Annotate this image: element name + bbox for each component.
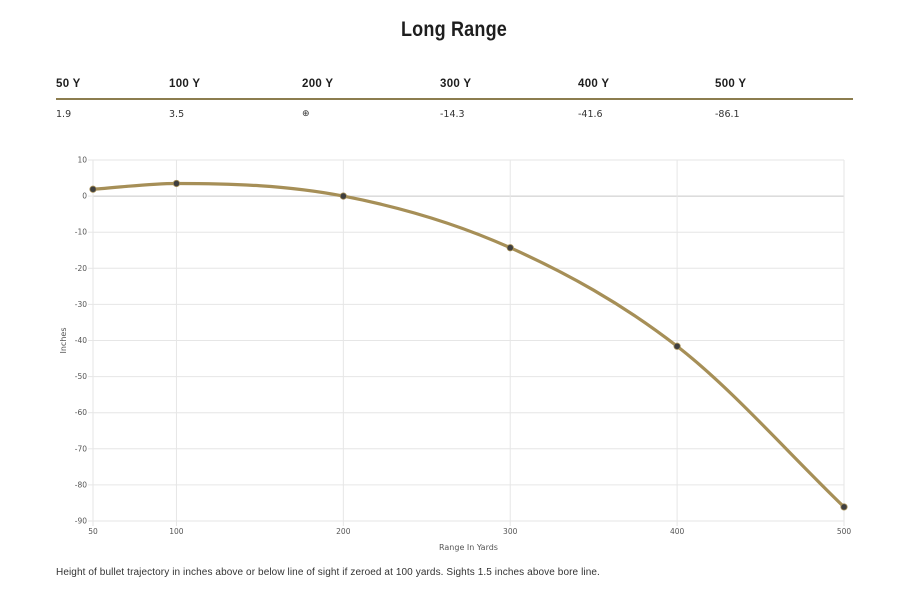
- x-axis-title: Range In Yards: [439, 543, 498, 552]
- trajectory-table: 50 Y 100 Y 200 Y 300 Y 400 Y 500 Y 1.9 3…: [56, 76, 853, 126]
- table-row: 1.9 3.5 ⊕ -14.3 -41.6 -86.1: [56, 100, 853, 126]
- table-cell-100y: 3.5: [169, 109, 185, 120]
- x-tick-label: 50: [88, 527, 98, 536]
- chart-title: Long Range: [400, 18, 508, 41]
- data-point: [840, 503, 848, 511]
- data-point: [89, 185, 97, 193]
- y-tick-label: -80: [75, 480, 87, 489]
- table-cell-50y: 1.9: [56, 109, 72, 120]
- y-tick-label: 0: [82, 192, 87, 201]
- chart-caption: Height of bullet trajectory in inches ab…: [56, 567, 600, 578]
- table-header-500y: 500 Y: [715, 78, 747, 90]
- x-tick-label: 300: [503, 527, 518, 536]
- data-point: [506, 244, 514, 252]
- table-cell-500y: -86.1: [715, 109, 740, 120]
- y-tick-label: -50: [75, 372, 87, 381]
- y-tick-label: 10: [77, 156, 87, 165]
- table-header-300y: 300 Y: [440, 78, 472, 90]
- x-tick-label: 100: [169, 527, 184, 536]
- x-tick-label: 500: [837, 527, 852, 536]
- table-cell-400y: -41.6: [578, 109, 603, 120]
- table-header-50y: 50 Y: [56, 78, 81, 90]
- data-point: [172, 179, 181, 188]
- zero-crosshair-icon: ⊕: [302, 109, 310, 119]
- y-tick-label: -90: [75, 517, 87, 526]
- y-tick-label: -70: [75, 444, 87, 453]
- table-header-100y: 100 Y: [169, 78, 201, 90]
- table-cell-300y: -14.3: [440, 109, 465, 120]
- y-tick-label: -20: [75, 264, 87, 273]
- table-header-200y: 200 Y: [302, 78, 334, 90]
- y-tick-label: -10: [75, 228, 87, 237]
- y-tick-label: -40: [75, 336, 87, 345]
- table-header-row: 50 Y 100 Y 200 Y 300 Y 400 Y 500 Y: [56, 76, 853, 100]
- y-tick-label: -60: [75, 408, 87, 417]
- table-header-400y: 400 Y: [578, 78, 610, 90]
- x-tick-label: 400: [670, 527, 685, 536]
- y-tick-label: -30: [75, 300, 87, 309]
- data-point: [673, 342, 681, 350]
- x-tick-label: 200: [336, 527, 351, 536]
- y-axis-title: Inches: [59, 328, 68, 354]
- data-point: [339, 192, 347, 200]
